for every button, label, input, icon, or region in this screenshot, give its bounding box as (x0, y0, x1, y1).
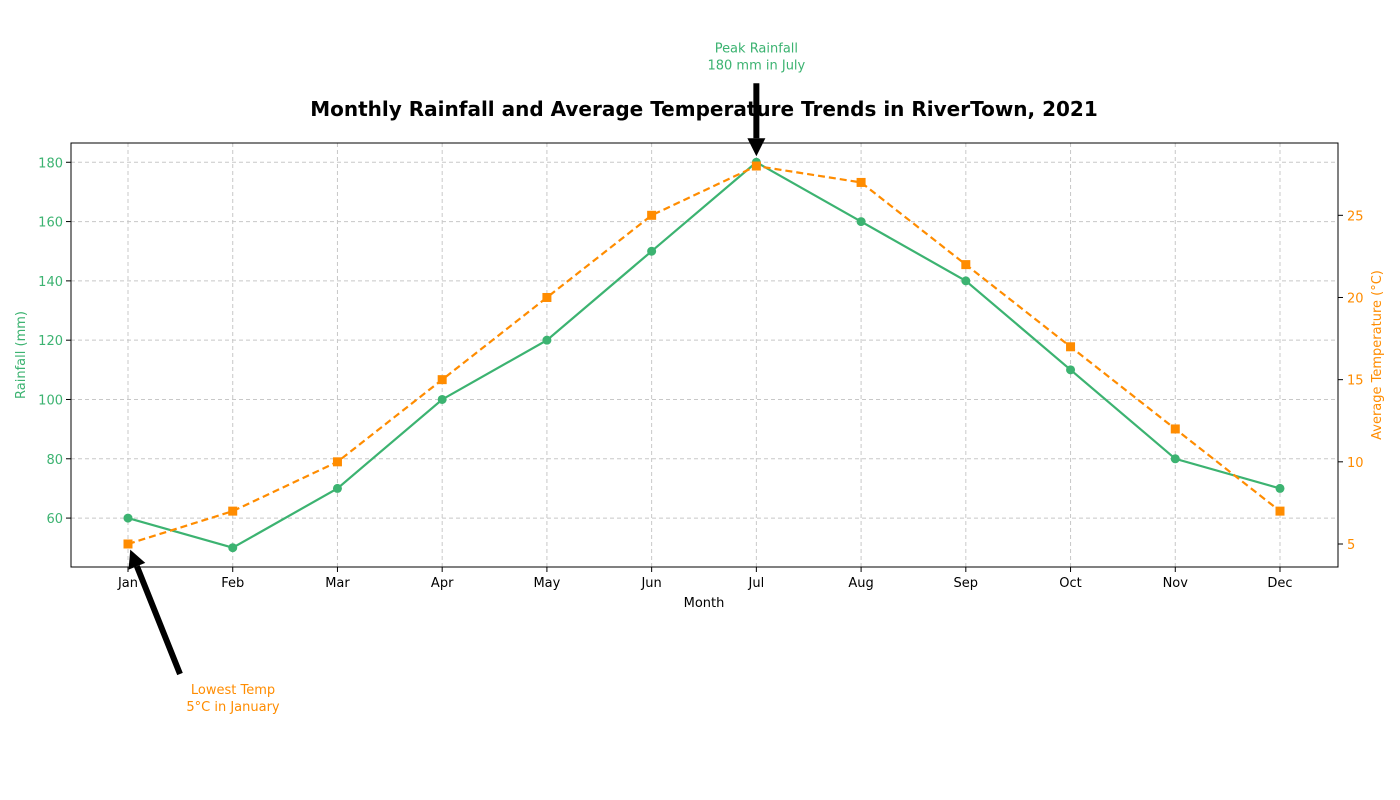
x-tick-label: Nov (1163, 576, 1189, 591)
right-axis-label: Average Temperature (°C) (1370, 270, 1385, 440)
rainfall-point (123, 513, 133, 523)
right-tick-label: 25 (1347, 209, 1364, 224)
annotation-text: Lowest Temp (191, 683, 275, 698)
rainfall-point (1170, 454, 1180, 464)
temperature-point (1170, 424, 1180, 434)
temperature-point (123, 539, 133, 549)
left-tick-label: 180 (38, 156, 63, 171)
x-tick-label: Mar (325, 576, 350, 591)
x-tick-label: Jun (640, 576, 661, 591)
left-tick-label: 160 (38, 216, 63, 231)
rainfall-point (332, 483, 342, 493)
left-axis-label: Rainfall (mm) (14, 311, 29, 399)
temperature-point (1066, 342, 1076, 352)
annotation-text: Peak Rainfall (715, 41, 798, 56)
left-tick-label: 140 (38, 275, 63, 290)
left-tick-label: 120 (38, 334, 63, 349)
plot-frame (70, 142, 1339, 568)
temperature-point (1275, 506, 1285, 516)
temperature-point (542, 292, 552, 302)
left-tick-label: 80 (46, 453, 63, 468)
x-tick-label: Oct (1059, 576, 1081, 591)
left-tick-label: 60 (46, 512, 63, 527)
annotation-arrowhead (128, 549, 146, 570)
x-tick-label: Aug (848, 576, 873, 591)
rainfall-point (1066, 365, 1076, 375)
temperature-point (961, 260, 971, 270)
rainfall-point (542, 335, 552, 345)
rainfall-point (647, 246, 657, 256)
temperature-point (856, 177, 866, 187)
temperature-point (647, 210, 657, 220)
right-axis-ticks: 5 10 15 20 25 (1338, 209, 1364, 553)
right-tick-label: 15 (1347, 374, 1364, 389)
x-tick-label: Feb (221, 576, 244, 591)
right-tick-label: 10 (1347, 456, 1364, 471)
annotation-text: 180 mm in July (707, 58, 805, 73)
x-tick-label: Apr (431, 576, 454, 591)
rainfall-point (1275, 483, 1285, 493)
right-tick-label: 5 (1347, 538, 1355, 553)
x-axis-label: Month (684, 596, 725, 611)
x-tick-label: Dec (1267, 576, 1292, 591)
rainfall-point (961, 276, 971, 286)
temperature-point (332, 457, 342, 467)
chart-title: Monthly Rainfall and Average Temperature… (310, 97, 1098, 121)
x-tick-label: Jul (748, 576, 765, 591)
temperature-line (127, 164, 1281, 546)
left-tick-label: 100 (38, 393, 63, 408)
temperature-point (751, 161, 761, 171)
rainfall-point (228, 543, 238, 553)
rainfall-point (856, 217, 866, 227)
annotation-arrowhead (747, 138, 766, 157)
series-layer (123, 157, 1285, 553)
rainfall-line (127, 160, 1281, 549)
annotations-layer: Peak Rainfall 180 mm in July Lowest Temp 5°… (128, 41, 806, 715)
temperature-point (228, 506, 238, 516)
temperature-point (437, 375, 447, 385)
right-tick-label: 20 (1347, 291, 1364, 306)
annotation-text: 5°C in January (186, 700, 280, 715)
x-axis-ticks: Jan Feb Mar Apr May Jun Jul Aug Sep Oct Nov Dec (117, 567, 1293, 591)
annotation-arrow (134, 565, 183, 676)
rainfall-point (437, 394, 447, 404)
left-axis-ticks: 60 80 100 120 140 160 180 (38, 156, 71, 527)
x-tick-label: May (533, 576, 560, 591)
x-tick-label: Jan (117, 576, 138, 591)
x-tick-label: Sep (954, 576, 979, 591)
